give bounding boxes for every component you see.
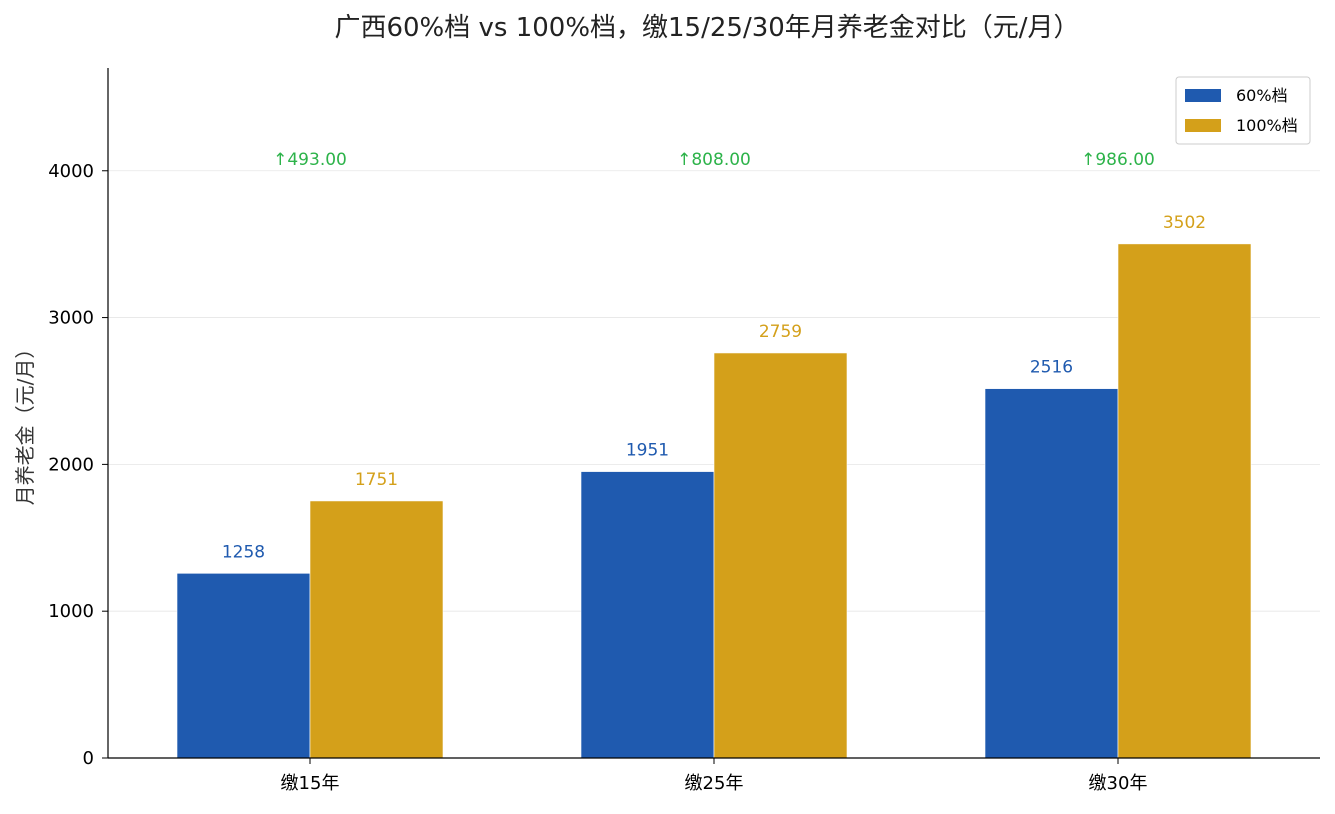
bar <box>309 500 444 759</box>
legend-label-100: 100%档 <box>1236 116 1298 135</box>
bar <box>176 573 311 759</box>
bar <box>713 352 848 759</box>
y-tick-label: 1000 <box>48 601 94 622</box>
bar <box>580 471 715 759</box>
bars <box>176 243 1252 759</box>
bar <box>984 388 1119 759</box>
legend-swatch-60 <box>1185 89 1221 102</box>
legend-label-60: 60%档 <box>1236 86 1288 105</box>
value-label: 1751 <box>355 470 398 490</box>
x-tick-label: 缴15年 <box>281 773 340 794</box>
chart-title: 广西60%档 vs 100%档，缴15/25/30年月养老金对比（元/月） <box>334 13 1079 43</box>
value-label: 3502 <box>1163 213 1206 233</box>
x-tick-label: 缴30年 <box>1089 773 1148 794</box>
value-label: 2516 <box>1030 358 1073 378</box>
legend: 60%档 100%档 <box>1175 76 1311 145</box>
y-tick-label: 2000 <box>48 454 94 475</box>
value-label: 1258 <box>222 542 265 562</box>
legend-swatch-100 <box>1185 119 1221 132</box>
y-tick-label: 0 <box>83 748 94 769</box>
value-labels: 1258 1751 ↑493.00 1951 2759 ↑808.00 2516 3502 ↑9… <box>222 150 1206 562</box>
y-tick-label: 3000 <box>48 308 94 329</box>
difference-label: ↑808.00 <box>677 150 751 170</box>
x-tick-label: 缴25年 <box>685 773 744 794</box>
value-label: 1951 <box>626 441 669 461</box>
difference-label: ↑493.00 <box>273 150 347 170</box>
bar <box>1117 243 1252 759</box>
difference-label: ↑986.00 <box>1081 150 1155 170</box>
y-tick-label: 4000 <box>48 161 94 182</box>
axis-ticks: 0 1000 2000 3000 4000 缴15年 缴25年 缴30年 <box>48 161 1147 794</box>
value-label: 2759 <box>759 322 802 342</box>
y-axis-label: 月养老金（元/月） <box>13 339 37 506</box>
